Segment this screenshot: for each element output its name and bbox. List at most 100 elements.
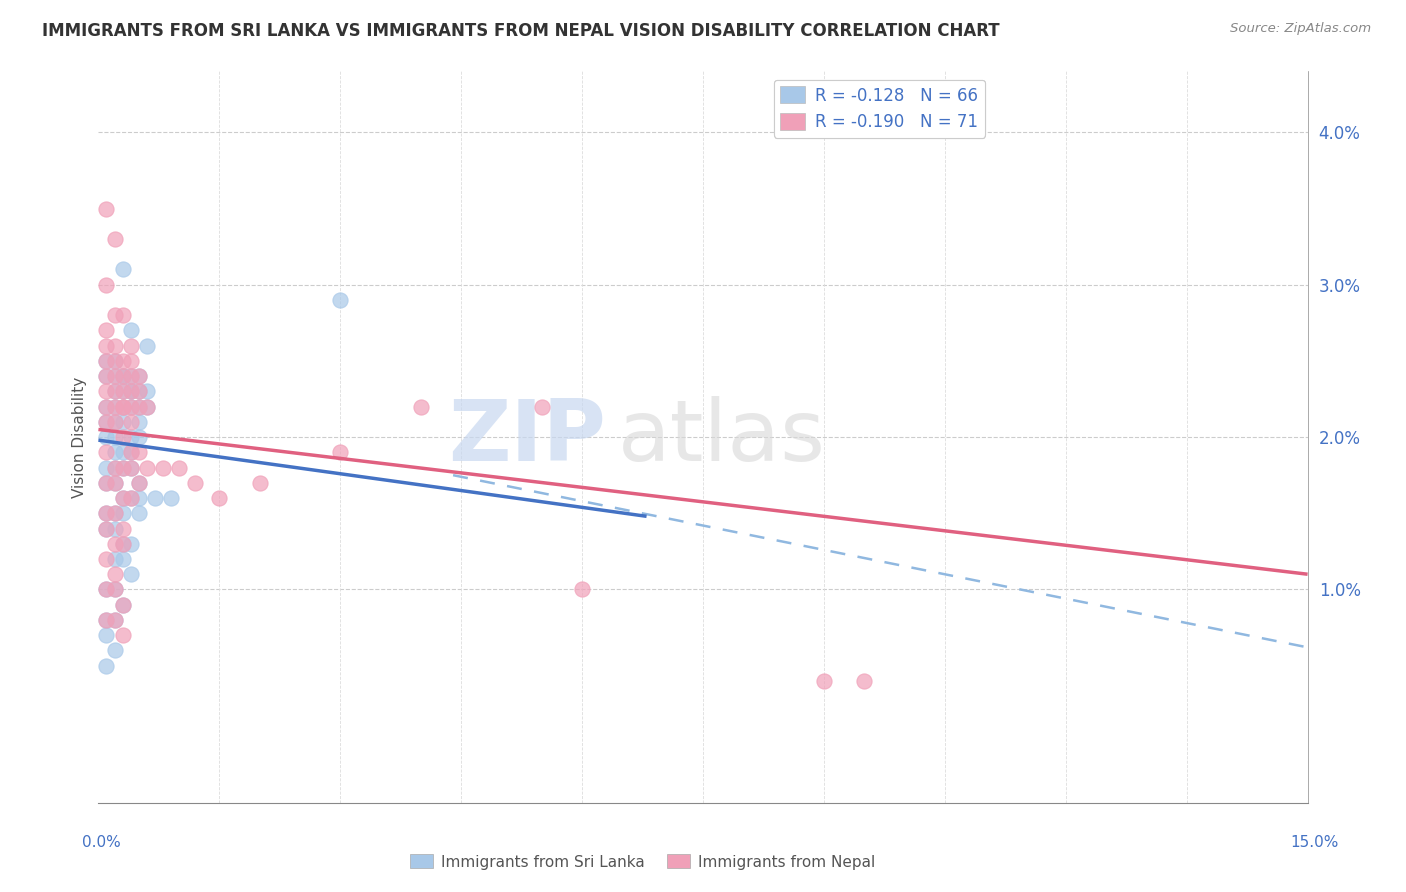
Point (96, 339, 118, 353)
Point (111, 491, 134, 505)
Point (111, 369, 134, 384)
Point (96, 277, 118, 292)
Point (120, 491, 142, 505)
Point (135, 400, 157, 414)
Point (96, 506, 118, 520)
Point (103, 384, 125, 399)
Point (103, 415, 125, 429)
Point (184, 475, 207, 490)
Point (128, 475, 150, 490)
Point (103, 354, 125, 368)
Point (111, 262, 134, 277)
Point (329, 293, 352, 307)
Point (128, 415, 150, 429)
Point (96, 369, 118, 384)
Point (111, 552, 134, 566)
Point (135, 460, 157, 475)
Point (143, 491, 166, 505)
Point (103, 460, 125, 475)
Point (813, 673, 835, 688)
Point (128, 384, 150, 399)
Point (167, 460, 190, 475)
Point (103, 354, 125, 368)
Point (853, 673, 876, 688)
Point (120, 445, 142, 459)
Point (329, 445, 352, 459)
Point (120, 354, 142, 368)
Point (103, 567, 125, 582)
Point (111, 460, 134, 475)
Point (208, 491, 231, 505)
Point (96, 323, 118, 337)
Point (96, 400, 118, 414)
Point (120, 400, 142, 414)
Point (160, 491, 183, 505)
Text: 0.0%: 0.0% (82, 836, 121, 850)
Point (128, 384, 150, 399)
Point (103, 369, 125, 384)
Point (128, 475, 150, 490)
Text: IMMIGRANTS FROM SRI LANKA VS IMMIGRANTS FROM NEPAL VISION DISABILITY CORRELATION: IMMIGRANTS FROM SRI LANKA VS IMMIGRANTS … (42, 22, 1000, 40)
Point (103, 643, 125, 657)
Point (530, 400, 553, 414)
Point (103, 506, 125, 520)
Point (96, 415, 118, 429)
Point (111, 308, 134, 322)
Point (111, 598, 134, 612)
Point (111, 369, 134, 384)
Point (96, 430, 118, 444)
Point (120, 430, 142, 444)
Point (96, 506, 118, 520)
Point (128, 445, 150, 459)
Point (96, 521, 118, 535)
Point (111, 460, 134, 475)
Point (120, 339, 142, 353)
Point (96, 415, 118, 429)
Point (111, 598, 134, 612)
Point (111, 354, 134, 368)
Point (103, 400, 125, 414)
Point (111, 445, 134, 459)
Point (103, 400, 125, 414)
Point (135, 384, 157, 399)
Point (120, 460, 142, 475)
Point (111, 369, 134, 384)
Point (103, 232, 125, 246)
Point (96, 521, 118, 535)
Point (96, 613, 118, 627)
Point (96, 202, 118, 216)
Point (111, 384, 134, 399)
Point (111, 415, 134, 429)
Point (249, 475, 271, 490)
Y-axis label: Vision Disability: Vision Disability (72, 376, 87, 498)
Text: Source: ZipAtlas.com: Source: ZipAtlas.com (1230, 22, 1371, 36)
Text: ZIP: ZIP (449, 395, 606, 479)
Point (103, 430, 125, 444)
Point (111, 521, 134, 535)
Legend: R = -0.128   N = 66, R = -0.190   N = 71: R = -0.128 N = 66, R = -0.190 N = 71 (773, 79, 984, 137)
Point (111, 400, 134, 414)
Point (120, 323, 142, 337)
Point (135, 400, 157, 414)
Point (120, 491, 142, 505)
Point (120, 445, 142, 459)
Point (96, 582, 118, 597)
Point (103, 415, 125, 429)
Point (120, 537, 142, 551)
Point (128, 491, 150, 505)
Point (96, 354, 118, 368)
Point (120, 567, 142, 582)
Point (120, 460, 142, 475)
Point (103, 339, 125, 353)
Point (120, 369, 142, 384)
Point (103, 445, 125, 459)
Point (96, 613, 118, 627)
Point (96, 582, 118, 597)
Point (96, 384, 118, 399)
Point (103, 582, 125, 597)
Text: 15.0%: 15.0% (1291, 836, 1339, 850)
Point (111, 506, 134, 520)
Point (120, 384, 142, 399)
Point (571, 582, 593, 597)
Point (103, 460, 125, 475)
